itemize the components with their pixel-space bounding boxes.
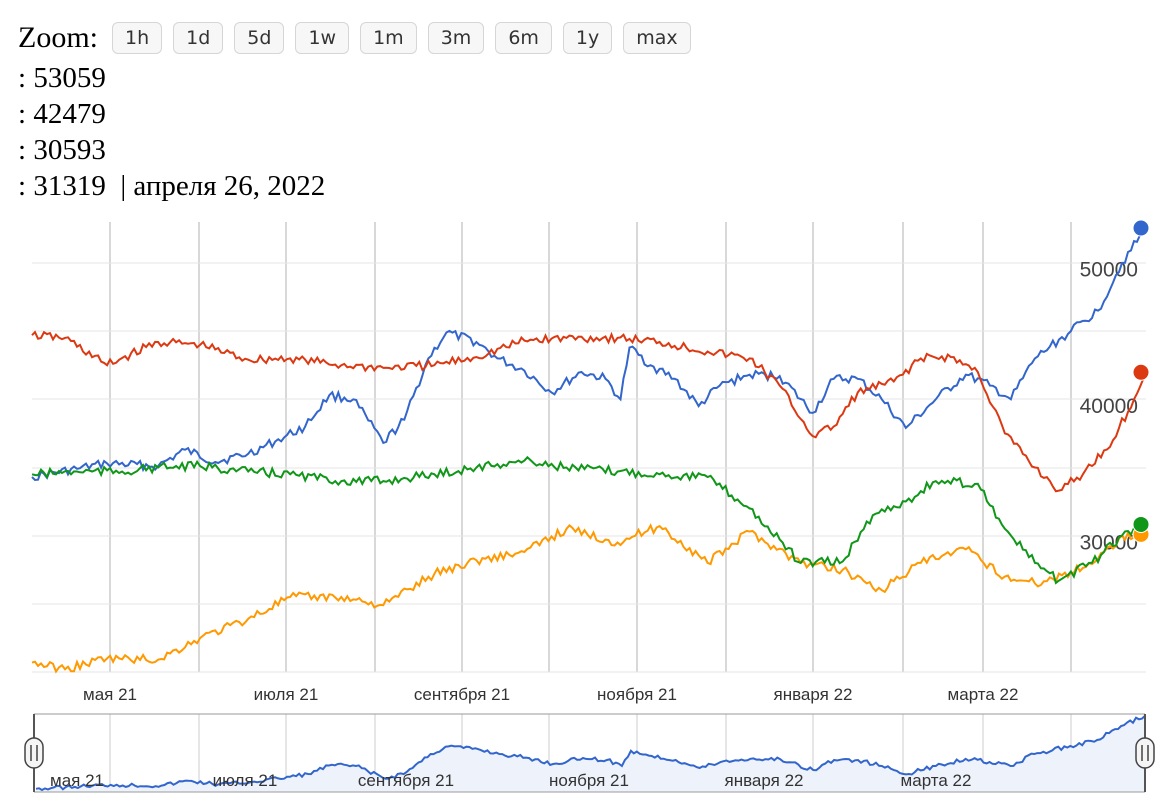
navigator-tick-label: сентября 21	[358, 771, 454, 790]
zoom-1d-button[interactable]: 1d	[173, 22, 224, 54]
readout-prefix: :	[18, 170, 34, 202]
readout-value: 42479	[33, 98, 106, 130]
y-tick-label: 40000	[1080, 395, 1138, 418]
zoom-6m-button[interactable]: 6m	[495, 22, 552, 54]
series-orange-line	[31, 523, 1147, 674]
navigator-right-handle[interactable]	[1135, 737, 1155, 769]
zoom-3m-button[interactable]: 3m	[427, 22, 485, 54]
zoom-1m-button[interactable]: 1m	[360, 22, 417, 54]
readout-prefix: :	[18, 134, 34, 166]
x-tick-label: июля 21	[254, 685, 319, 704]
series-green-line	[31, 455, 1147, 585]
readout-prefix: :	[18, 62, 34, 94]
navigator-line	[35, 715, 1146, 792]
navigator-tick-label: мая 21	[50, 771, 104, 790]
zoom-bar: Zoom: 1h 1d 5d 1w 1m 3m 6m 1y max	[18, 18, 702, 58]
navigator-tick-label: марта 22	[901, 771, 972, 790]
readout-value: 31319	[33, 170, 106, 202]
zoom-label: Zoom:	[18, 21, 98, 54]
readout-row-series-4: : 31319 | апреля 26, 2022	[18, 168, 325, 204]
zoom-1w-button[interactable]: 1w	[295, 22, 350, 54]
x-tick-label: марта 22	[948, 685, 1019, 704]
series-red-line	[31, 330, 1147, 493]
legend-readout: : 53059 : 42479 : 30593 : 31319 | апреля…	[18, 60, 325, 204]
x-tick-label: сентября 21	[414, 685, 510, 704]
navigator-tick-label: января 22	[725, 771, 804, 790]
readout-value: 30593	[33, 134, 106, 166]
series-blue-end-marker	[1132, 219, 1150, 237]
readout-suffix: | апреля 26, 2022	[105, 170, 326, 202]
x-tick-label: мая 21	[83, 685, 137, 704]
x-tick-label: января 22	[774, 685, 853, 704]
zoom-1h-button[interactable]: 1h	[112, 22, 163, 54]
series-blue-line	[31, 227, 1147, 482]
y-tick-label: 50000	[1080, 259, 1138, 282]
zoom-1y-button[interactable]: 1y	[562, 22, 613, 54]
readout-row-series-1: : 53059	[18, 60, 325, 96]
readout-prefix: :	[18, 98, 34, 130]
readout-value: 53059	[33, 62, 106, 94]
series-red-end-marker	[1132, 363, 1150, 381]
zoom-5d-button[interactable]: 5d	[234, 22, 285, 54]
navigator-left-handle[interactable]	[24, 737, 44, 769]
navigator-tick-label: ноября 21	[549, 771, 629, 790]
readout-row-series-2: : 42479	[18, 96, 325, 132]
navigator-tick-label: июля 21	[213, 771, 278, 790]
series-green-end-marker	[1132, 515, 1150, 533]
x-tick-label: ноября 21	[597, 685, 677, 704]
zoom-max-button[interactable]: max	[623, 22, 691, 54]
readout-row-series-3: : 30593	[18, 132, 325, 168]
